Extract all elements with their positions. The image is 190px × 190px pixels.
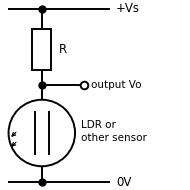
Text: LDR or
other sensor: LDR or other sensor — [81, 120, 147, 143]
Bar — [32, 29, 51, 70]
Text: +Vs: +Vs — [116, 2, 140, 15]
Text: output Vo: output Vo — [91, 80, 142, 89]
Text: R: R — [59, 43, 67, 56]
Text: 0V: 0V — [116, 176, 131, 188]
Circle shape — [9, 100, 75, 166]
